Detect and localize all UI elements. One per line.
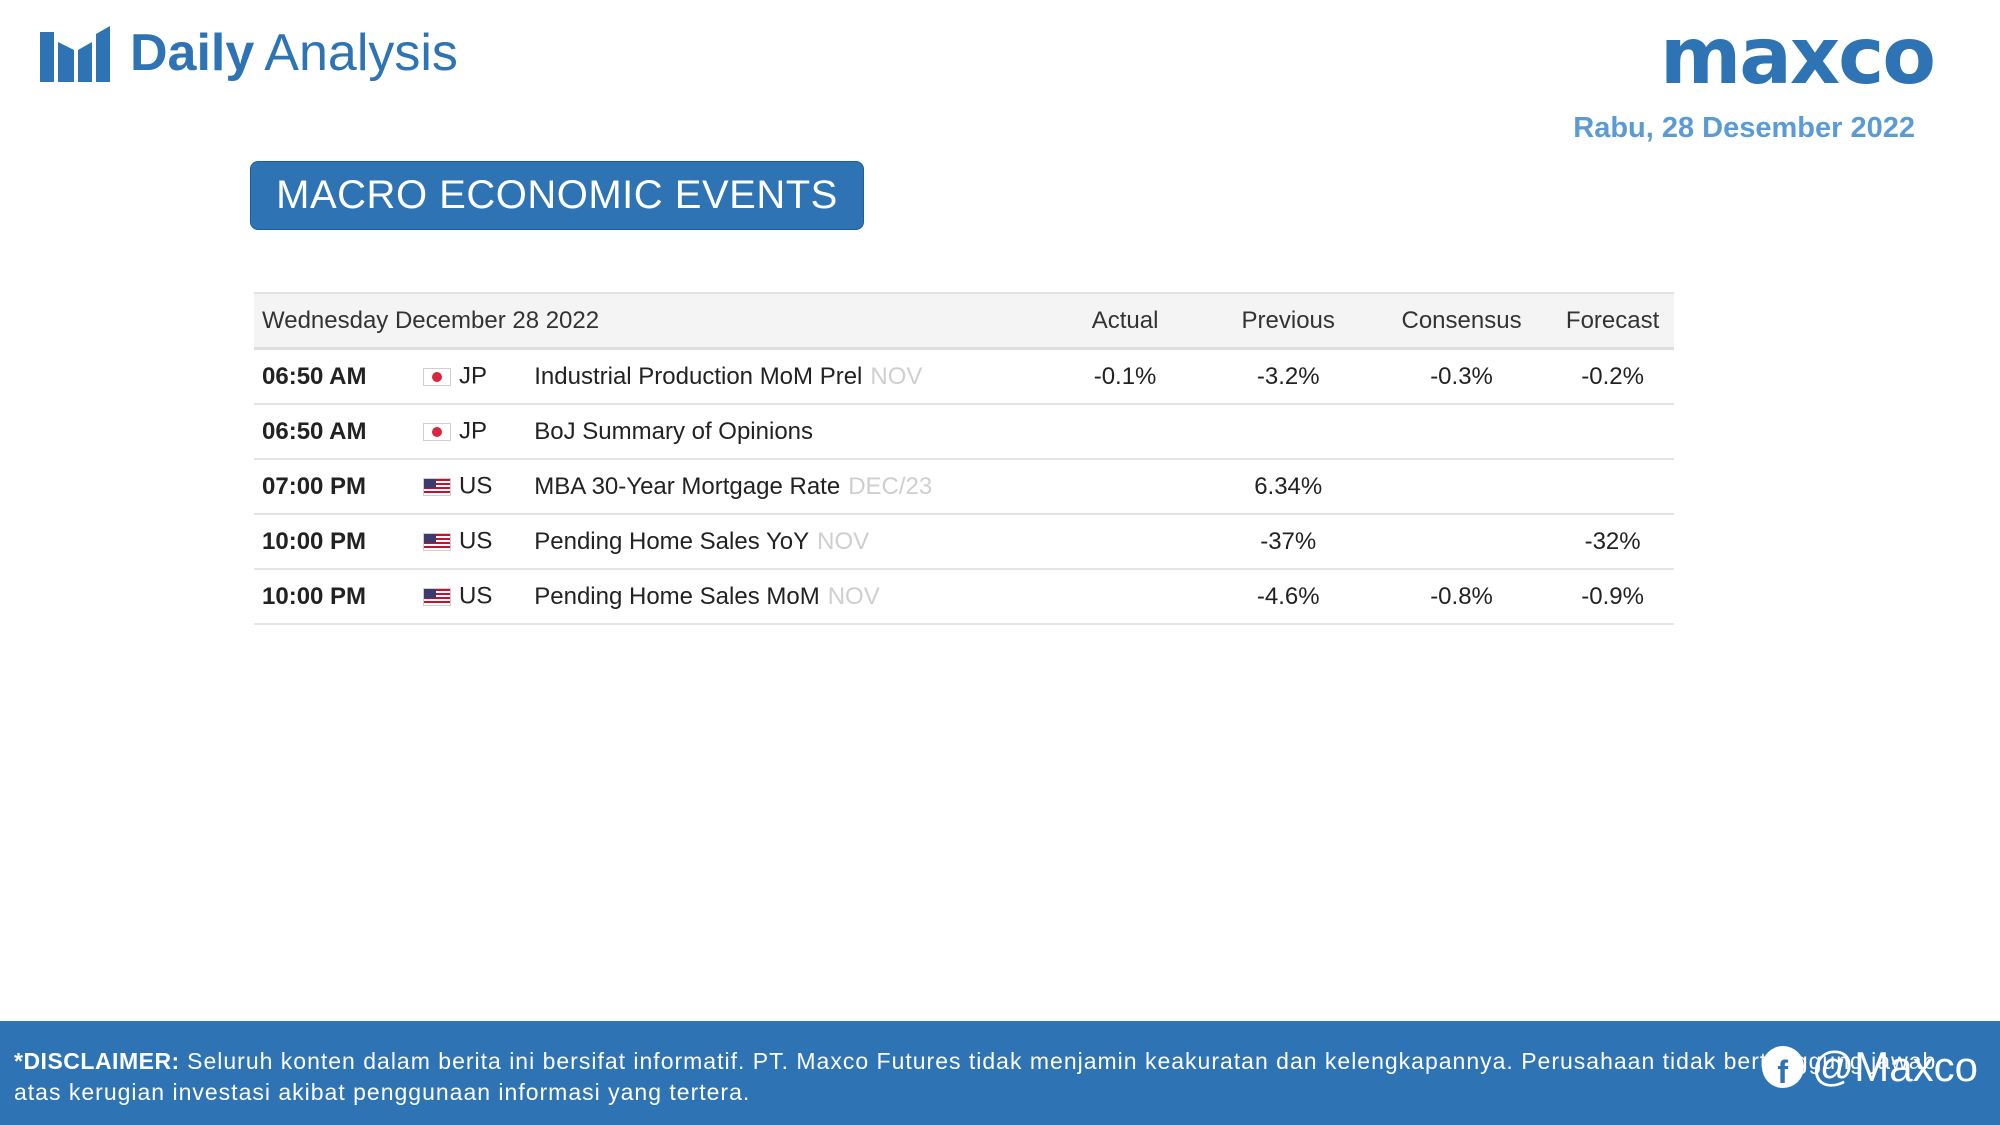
brand: Daily Analysis <box>40 24 458 82</box>
forecast-value: -0.9% <box>1551 569 1674 625</box>
company-logo: maxco <box>1659 12 1936 102</box>
brand-title: Daily Analysis <box>130 27 458 79</box>
disclaimer-label: *DISCLAIMER: <box>14 1048 180 1074</box>
country-code: US <box>459 527 493 555</box>
disclaimer-text: Seluruh konten dalam berita ini bersifat… <box>14 1048 1937 1105</box>
event-name-cell: Pending Home Sales YoY NOV <box>534 514 1046 570</box>
table-row: 10:00 PM US Pending Home Sales YoY NOV -3… <box>254 514 1674 570</box>
actual-value: -0.1% <box>1045 348 1205 405</box>
event-name[interactable]: Pending Home Sales YoY <box>534 527 810 555</box>
forecast-value <box>1551 404 1674 460</box>
flag-us-icon <box>423 477 451 496</box>
table-row: 06:50 AM JP Industrial Production MoM Pr… <box>254 348 1674 405</box>
flag-jp-icon <box>423 422 451 441</box>
actual-value <box>1045 569 1205 625</box>
event-time: 10:00 PM <box>254 569 423 625</box>
consensus-value: -0.8% <box>1371 569 1552 625</box>
flag-us-icon <box>423 532 451 551</box>
event-reference: DEC/23 <box>848 472 933 500</box>
event-name-cell: Pending Home Sales MoM NOV <box>534 569 1046 625</box>
actual-value <box>1045 459 1205 515</box>
actual-value <box>1045 404 1205 460</box>
event-name-cell: BoJ Summary of Opinions <box>534 404 1046 460</box>
previous-value: -37% <box>1204 514 1372 570</box>
section-banner: MACRO ECONOMIC EVENTS <box>250 161 864 230</box>
event-name[interactable]: MBA 30-Year Mortgage Rate <box>534 472 841 500</box>
country-code: JP <box>459 362 488 390</box>
event-name[interactable]: Industrial Production MoM Prel <box>534 362 863 390</box>
economic-calendar-table: Wednesday December 28 2022 Actual Previo… <box>254 292 1674 625</box>
event-name[interactable]: BoJ Summary of Opinions <box>534 417 814 445</box>
flag-jp-icon <box>423 367 451 386</box>
social-link[interactable]: f @Maxco <box>1761 1043 1978 1091</box>
actual-value <box>1045 514 1205 570</box>
bar-chart-icon <box>40 26 110 82</box>
forecast-value <box>1551 459 1674 515</box>
event-reference: NOV <box>817 527 870 555</box>
section-title: MACRO ECONOMIC EVENTS <box>276 173 838 217</box>
event-time: 07:00 PM <box>254 459 423 515</box>
previous-value <box>1204 404 1372 460</box>
column-header-forecast: Forecast <box>1551 292 1674 350</box>
previous-value: 6.34% <box>1204 459 1372 515</box>
event-country: JP <box>423 348 535 405</box>
brand-title-light: Analysis <box>264 24 458 82</box>
event-country: US <box>423 459 535 515</box>
consensus-value: -0.3% <box>1371 348 1552 405</box>
event-country: JP <box>423 404 535 460</box>
country-code: US <box>459 472 493 500</box>
event-name-cell: MBA 30-Year Mortgage Rate DEC/23 <box>534 459 1046 515</box>
event-time: 06:50 AM <box>254 404 423 460</box>
consensus-value <box>1371 404 1552 460</box>
country-code: JP <box>459 417 488 445</box>
table-row: 06:50 AM JP BoJ Summary of Opinions <box>254 404 1674 460</box>
flag-us-icon <box>423 587 451 606</box>
table-row: 07:00 PM US MBA 30-Year Mortgage Rate DEC… <box>254 459 1674 515</box>
forecast-value: -0.2% <box>1551 348 1674 405</box>
previous-value: -4.6% <box>1204 569 1372 625</box>
country-code: US <box>459 582 493 610</box>
event-time: 10:00 PM <box>254 514 423 570</box>
table-row: 10:00 PM US Pending Home Sales MoM NOV -4… <box>254 569 1674 625</box>
table-header-row: Wednesday December 28 2022 Actual Previo… <box>254 292 1674 350</box>
event-country: US <box>423 514 535 570</box>
column-header-consensus: Consensus <box>1371 292 1552 350</box>
event-country: US <box>423 569 535 625</box>
social-handle[interactable]: @Maxco <box>1811 1043 1978 1090</box>
event-name[interactable]: Pending Home Sales MoM <box>534 582 820 610</box>
column-header-date: Wednesday December 28 2022 <box>254 292 1046 350</box>
event-time: 06:50 AM <box>254 348 423 405</box>
disclaimer: *DISCLAIMER: Seluruh konten dalam berita… <box>14 1046 1974 1108</box>
facebook-icon[interactable]: f <box>1761 1046 1804 1088</box>
column-header-actual: Actual <box>1045 292 1205 350</box>
previous-value: -3.2% <box>1204 348 1372 405</box>
event-reference: NOV <box>870 362 923 390</box>
forecast-value: -32% <box>1551 514 1674 570</box>
footer-disclaimer-bar: *DISCLAIMER: Seluruh konten dalam berita… <box>0 1021 2000 1125</box>
brand-title-bold: Daily <box>130 24 255 82</box>
event-name-cell: Industrial Production MoM Prel NOV <box>534 348 1046 405</box>
report-date: Rabu, 28 Desember 2022 <box>1573 112 1915 144</box>
consensus-value <box>1371 514 1552 570</box>
consensus-value <box>1371 459 1552 515</box>
column-header-previous: Previous <box>1204 292 1372 350</box>
event-reference: NOV <box>827 582 880 610</box>
